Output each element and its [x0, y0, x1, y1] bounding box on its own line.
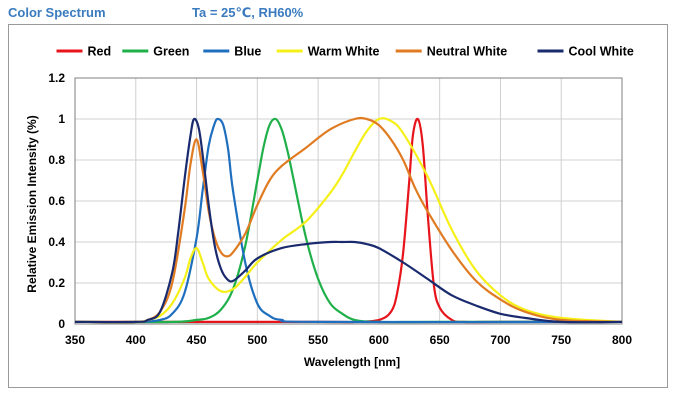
legend-item-cool-white: Cool White [537, 45, 634, 59]
grid-lines [74, 77, 623, 325]
x-axis-ticks: 350 400 450 500 550 600 650 700 750 800 [65, 333, 632, 347]
y-tick-label: 0.4 [48, 235, 65, 249]
series-line-red [75, 117, 622, 324]
legend-item-red: Red [56, 45, 112, 59]
y-tick-label: 1.2 [48, 71, 65, 85]
series-line-blue [74, 117, 623, 324]
y-tick-label: 0 [58, 317, 65, 331]
legend-label: Warm White [308, 45, 380, 59]
legend-label: Blue [234, 45, 261, 59]
y-tick-label: 0.6 [48, 194, 65, 208]
legend-label: Green [153, 45, 189, 59]
series-line-warm-white [74, 117, 623, 324]
legend-label: Red [88, 45, 112, 59]
test-conditions: Ta = 25℃, RH60% [192, 5, 304, 20]
x-tick-label: 400 [126, 333, 146, 347]
legend-item-green: Green [122, 45, 189, 59]
page-header: Color Spectrum Ta = 25℃, RH60% [8, 3, 668, 23]
chart-frame [8, 24, 668, 388]
x-tick-label: 700 [490, 333, 510, 347]
y-tick-label: 0.8 [48, 153, 65, 167]
y-tick-label: 1 [58, 112, 65, 126]
series-line-green [74, 117, 622, 324]
y-axis-ticks: 0 0.2 0.4 0.6 0.8 1 1.2 [48, 71, 65, 331]
x-tick-label: 800 [612, 333, 632, 347]
legend-item-warm-white: Warm White [276, 45, 380, 59]
y-axis-label: Relative Emission Intensity (%) [25, 115, 39, 292]
legend: Red Green Blue Warm White Neutral White Cool … [56, 45, 634, 59]
legend-label: Neutral White [427, 45, 508, 59]
series-line-cool-white [74, 117, 623, 324]
y-tick-label: 0.2 [48, 276, 65, 290]
page-title: Color Spectrum [8, 5, 106, 20]
x-tick-label: 550 [308, 333, 328, 347]
x-tick-label: 750 [551, 333, 571, 347]
legend-label: Cool White [569, 45, 634, 59]
x-tick-label: 350 [65, 333, 85, 347]
x-tick-label: 500 [247, 333, 267, 347]
legend-item-neutral-white: Neutral White [395, 45, 508, 59]
x-tick-label: 450 [187, 333, 207, 347]
x-axis-label: Wavelength [nm] [304, 355, 400, 369]
x-tick-label: 650 [430, 333, 450, 347]
x-tick-label: 600 [369, 333, 389, 347]
series-lines [74, 116, 623, 324]
legend-item-blue: Blue [203, 45, 261, 59]
plot-area-border [74, 77, 623, 325]
series-line-neutral-white [74, 116, 623, 324]
